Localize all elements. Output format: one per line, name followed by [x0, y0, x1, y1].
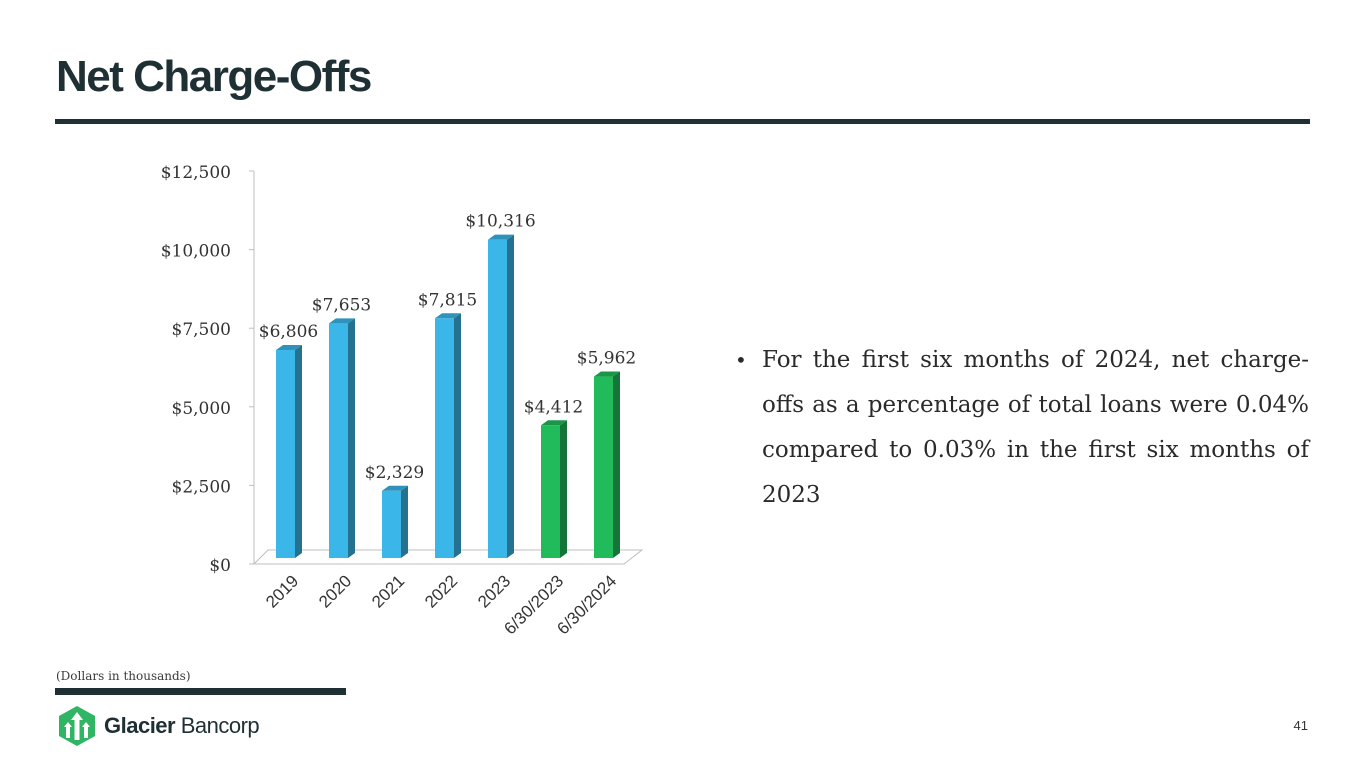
title-underline: [55, 119, 1310, 124]
y-tick-label: $2,500: [172, 477, 231, 497]
bar-top: [382, 485, 408, 491]
bar: [594, 376, 613, 558]
bar: [276, 350, 295, 558]
bar-value-label: $5,962: [577, 349, 636, 369]
x-tick-label: 2021: [368, 571, 408, 611]
x-tick-label: 2023: [474, 571, 514, 611]
logo-wordmark: Glacier Bancorp: [104, 713, 260, 738]
bar-side: [454, 313, 461, 558]
page-title: Net Charge-Offs: [56, 52, 372, 101]
x-tick-label: 2019: [262, 571, 302, 611]
bar-value-label: $2,329: [365, 463, 424, 483]
chart-floor: [253, 549, 644, 565]
bullet-point: • For the first six months of 2024, net …: [735, 338, 1309, 518]
x-tick-label: 2020: [315, 571, 355, 611]
footer-rule: [55, 688, 346, 695]
bar-top: [435, 313, 461, 319]
bar-top: [276, 345, 302, 351]
bar: [488, 239, 507, 558]
glacier-arrows-icon: [59, 706, 95, 746]
y-tick-label: $7,500: [172, 320, 231, 340]
bar: [382, 490, 401, 558]
bar-side: [560, 420, 567, 558]
bar-value-label: $6,806: [259, 322, 318, 342]
x-tick-label: 2022: [421, 571, 461, 611]
bar-side: [613, 371, 620, 558]
y-tick-label: $0: [209, 556, 231, 576]
y-tick-label: $12,500: [161, 163, 231, 183]
bar: [541, 425, 560, 558]
y-tick-label: $10,000: [161, 242, 231, 262]
bullet-text: For the first six months of 2024, net ch…: [762, 347, 1309, 508]
bar-top: [329, 318, 355, 324]
bar: [329, 323, 348, 558]
bar: [435, 318, 454, 558]
bar-side: [348, 318, 355, 558]
glacier-bancorp-logo: Glacier Bancorp: [56, 705, 260, 747]
bar-side: [507, 234, 514, 558]
bar-value-label: $10,316: [465, 212, 535, 232]
bar-value-label: $7,815: [418, 290, 477, 310]
bar-value-label: $4,412: [524, 397, 583, 417]
bar-top: [594, 371, 620, 377]
page-number: 41: [1293, 718, 1308, 733]
bar-value-label: $7,653: [312, 295, 371, 315]
bar-side: [295, 345, 302, 558]
bar-top: [488, 234, 514, 240]
bar-top: [541, 420, 567, 426]
bar-side: [401, 485, 408, 558]
bullet-icon: •: [735, 348, 747, 372]
units-footnote: (Dollars in thousands): [56, 669, 191, 683]
y-tick-label: $5,000: [172, 399, 231, 419]
